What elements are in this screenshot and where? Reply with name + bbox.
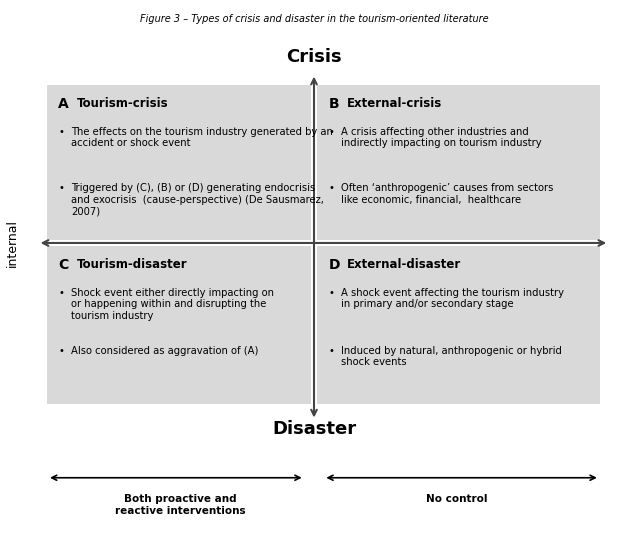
Text: Tourism-disaster: Tourism-disaster <box>77 258 188 271</box>
Text: •: • <box>328 346 334 356</box>
Text: Figure 3 – Types of crisis and disaster in the tourism-oriented literature: Figure 3 – Types of crisis and disaster … <box>139 14 489 23</box>
Text: External-crisis: External-crisis <box>347 97 443 110</box>
Text: C: C <box>58 258 68 272</box>
Text: Often ‘anthropogenic’ causes from sectors
like economic, financial,  healthcare: Often ‘anthropogenic’ causes from sector… <box>341 183 553 205</box>
Text: No control: No control <box>426 494 487 504</box>
Bar <box>317 85 600 240</box>
Text: •: • <box>58 127 64 136</box>
Text: Also considered as aggravation of (A): Also considered as aggravation of (A) <box>71 346 258 356</box>
Text: A crisis affecting other industries and
indirectly impacting on tourism industry: A crisis affecting other industries and … <box>341 127 541 149</box>
Bar <box>47 85 311 240</box>
Text: internal: internal <box>6 219 19 267</box>
Text: •: • <box>328 288 334 298</box>
Text: Tourism-crisis: Tourism-crisis <box>77 97 169 110</box>
Text: A shock event affecting the tourism industry
in primary and/or secondary stage: A shock event affecting the tourism indu… <box>341 288 564 310</box>
Text: External-disaster: External-disaster <box>347 258 462 271</box>
Text: D: D <box>328 258 340 272</box>
Text: A: A <box>58 97 69 111</box>
Text: Crisis: Crisis <box>286 49 342 66</box>
Text: Triggered by (C), (B) or (D) generating endocrisis
and exocrisis  (cause-perspec: Triggered by (C), (B) or (D) generating … <box>71 183 324 217</box>
Text: B: B <box>328 97 339 111</box>
Bar <box>317 246 600 404</box>
Text: The effects on the tourism industry generated by an
accident or shock event: The effects on the tourism industry gene… <box>71 127 333 149</box>
Text: Induced by natural, anthropogenic or hybrid
shock events: Induced by natural, anthropogenic or hyb… <box>341 346 562 367</box>
Text: •: • <box>58 288 64 298</box>
Text: •: • <box>328 183 334 193</box>
Text: •: • <box>328 127 334 136</box>
Bar <box>47 246 311 404</box>
Text: •: • <box>58 346 64 356</box>
Text: Disaster: Disaster <box>272 420 356 437</box>
Text: •: • <box>58 183 64 193</box>
Text: Shock event either directly impacting on
or happening within and disrupting the
: Shock event either directly impacting on… <box>71 288 274 321</box>
Text: Both proactive and
reactive interventions: Both proactive and reactive intervention… <box>115 494 246 516</box>
